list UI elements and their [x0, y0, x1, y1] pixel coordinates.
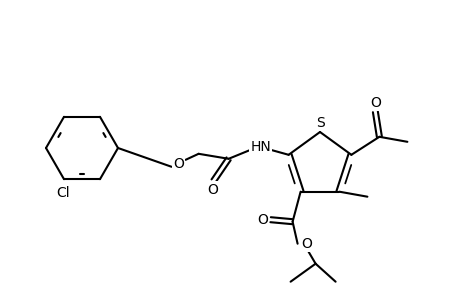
Text: O: O: [257, 213, 268, 227]
Text: Cl: Cl: [56, 186, 70, 200]
Text: O: O: [301, 237, 311, 251]
Text: O: O: [207, 183, 218, 197]
Text: O: O: [369, 96, 380, 110]
Text: O: O: [173, 157, 184, 171]
Text: S: S: [316, 116, 325, 130]
Text: HN: HN: [250, 140, 270, 154]
